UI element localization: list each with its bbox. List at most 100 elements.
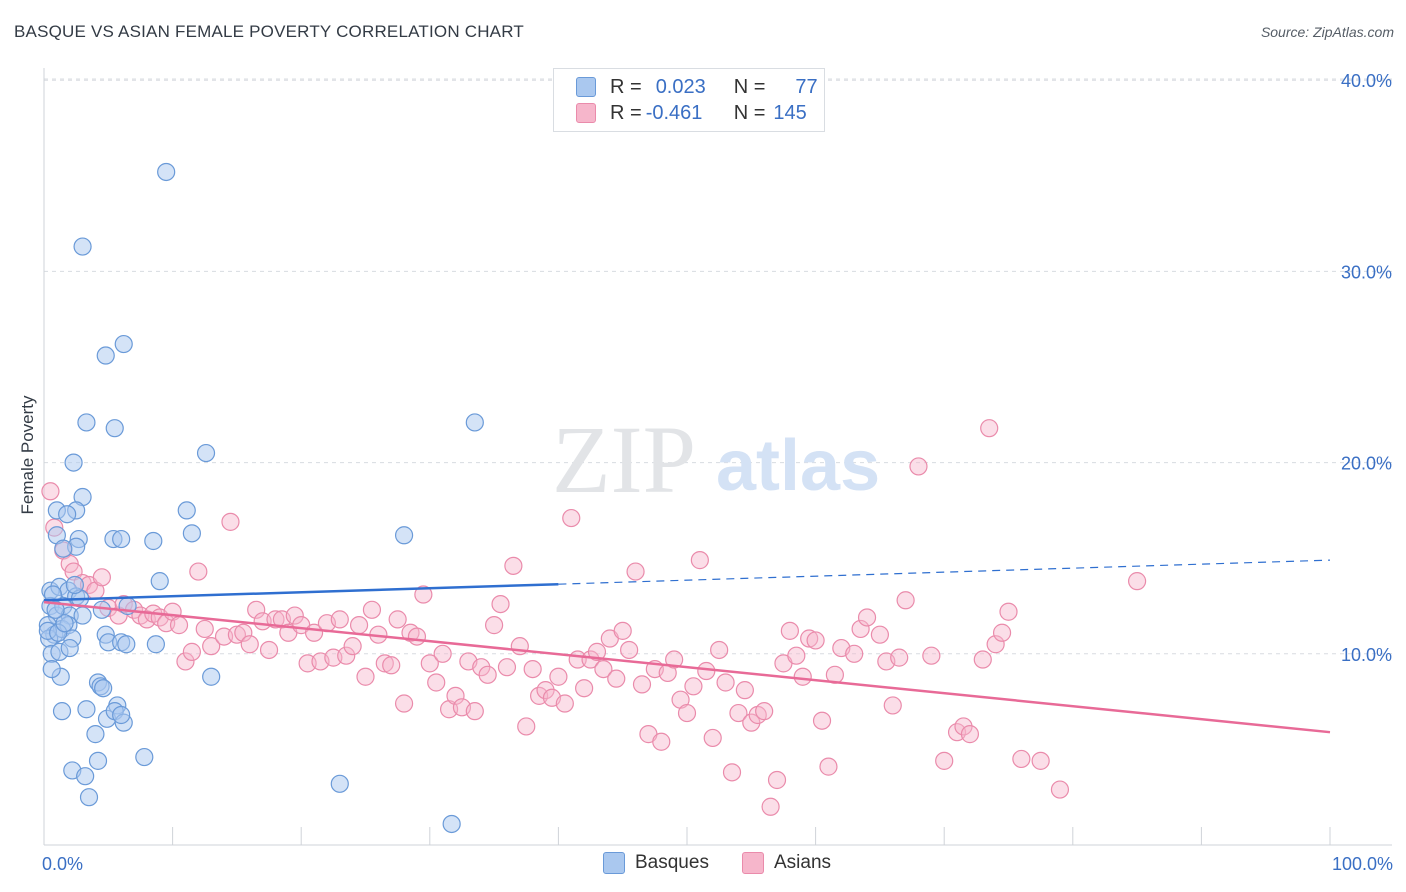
basque-point <box>64 453 83 472</box>
asian-point <box>555 694 574 713</box>
legend-row-asians: R = -0.461 N = 145 <box>576 101 807 125</box>
basque-point <box>465 413 484 432</box>
asian-point <box>587 642 607 661</box>
y-tick-label: 40.0% <box>1341 71 1392 91</box>
legend-r-label: R = <box>610 101 642 124</box>
chart-title: BASQUE VS ASIAN FEMALE POVERTY CORRELATI… <box>14 22 524 41</box>
asian-point <box>221 512 240 531</box>
asian-point <box>819 757 838 776</box>
asian-point <box>999 602 1018 621</box>
asian-point <box>523 659 542 679</box>
axes <box>43 68 1392 846</box>
asian-point <box>189 562 208 581</box>
asian-point <box>922 646 941 665</box>
basque-legend-swatch <box>603 852 625 874</box>
asian-point <box>388 610 407 629</box>
watermark-atlas: atlas <box>716 426 880 506</box>
asian-point <box>491 594 510 614</box>
asian-point <box>607 669 626 688</box>
asian-point <box>285 606 304 625</box>
basque-point <box>182 524 201 543</box>
basque-trendline <box>43 582 559 602</box>
basque-point <box>79 788 99 807</box>
legend-r-value: 0.023 <box>655 75 706 98</box>
basque-point <box>202 667 221 686</box>
basque-points <box>38 162 484 834</box>
asian-point <box>169 616 189 635</box>
basque-point <box>46 600 65 619</box>
legend-n-label: N = <box>733 101 766 124</box>
asian-point <box>761 797 780 816</box>
asian-point <box>407 627 427 646</box>
chart-source: Source: ZipAtlas.com <box>1260 24 1394 40</box>
asian-point <box>478 665 497 684</box>
asian-point <box>632 675 652 694</box>
asian-point <box>337 646 356 665</box>
asian-point <box>684 677 703 696</box>
asian-point <box>935 751 954 770</box>
basque-point <box>105 419 124 438</box>
y-axis-label: Female Poverty <box>18 395 37 515</box>
asian-point <box>992 623 1012 642</box>
basque-point <box>86 725 105 744</box>
asian-point <box>665 650 684 669</box>
asian-point <box>504 556 523 575</box>
asian-point <box>549 667 568 686</box>
asian-point <box>735 681 754 700</box>
basque-point <box>135 747 154 767</box>
asian-point <box>787 646 806 665</box>
basque-trendline-extension <box>558 559 1331 585</box>
x-tick-label: 0.0% <box>42 854 83 874</box>
basque-point <box>394 526 414 545</box>
basque-point <box>442 814 461 834</box>
basque-point <box>117 635 136 654</box>
asian-point <box>716 673 735 692</box>
basque-point <box>114 334 133 354</box>
y-tick-label: 30.0% <box>1341 262 1392 282</box>
asian-point <box>375 654 394 673</box>
asian-point <box>349 616 369 635</box>
asian-point <box>414 585 433 604</box>
asian-point <box>857 608 877 627</box>
asian-point <box>420 654 439 673</box>
asian-point <box>729 703 748 723</box>
basque-point <box>177 501 196 520</box>
basque-point <box>42 659 61 679</box>
basque-point <box>73 237 92 256</box>
asian-point <box>980 419 999 438</box>
basque-point <box>60 638 79 658</box>
asian-trendline <box>43 600 1331 734</box>
asian-point <box>362 600 382 619</box>
basque-point <box>144 531 163 551</box>
asian-point <box>182 642 201 661</box>
asian-point <box>793 667 812 686</box>
y-tick-label: 20.0% <box>1341 454 1392 474</box>
asian-point <box>722 763 742 782</box>
basque-legend-label: Basques <box>635 852 709 873</box>
asian-point <box>234 623 253 642</box>
asian-point <box>330 610 349 629</box>
basque-point <box>196 443 216 463</box>
trendlines <box>43 559 1331 734</box>
asian-point <box>92 568 111 587</box>
basque-point <box>55 614 74 633</box>
basque-point <box>150 572 169 591</box>
asian-legend-label: Asians <box>774 852 832 873</box>
asian-point <box>890 648 909 667</box>
asian-point <box>703 728 722 748</box>
basque-point <box>96 346 115 365</box>
basque-point <box>146 635 165 654</box>
asian-point <box>240 635 259 654</box>
y-tick-label: 10.0% <box>1341 645 1392 665</box>
asian-point <box>382 656 401 675</box>
asian-point <box>767 770 787 790</box>
asian-point <box>1012 749 1031 769</box>
watermark-zip: ZIP <box>552 406 696 513</box>
series-legend-basques: Basques <box>603 852 709 874</box>
basque-point <box>76 767 95 786</box>
asian-point <box>652 732 671 751</box>
series-legend-asians: Asians <box>742 852 831 874</box>
asian-point <box>356 667 375 686</box>
basque-point <box>77 700 96 719</box>
